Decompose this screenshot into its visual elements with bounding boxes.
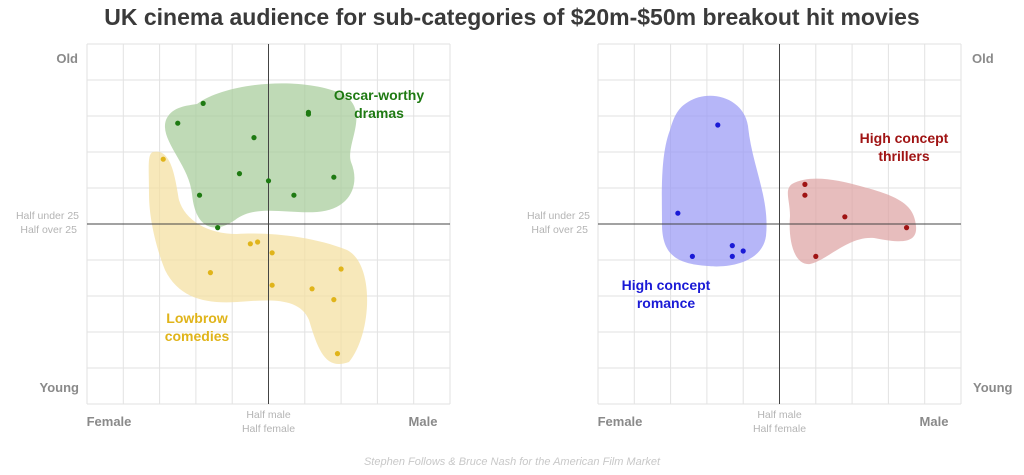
data-point xyxy=(802,181,808,187)
data-point xyxy=(309,286,315,292)
x-axis-mid-label-bottom: Half female xyxy=(753,423,806,435)
data-point xyxy=(903,225,910,231)
y-axis-mid-label-top: Half under 25 xyxy=(527,210,590,222)
x-axis-mid-label-top: Half male xyxy=(757,409,802,421)
data-point xyxy=(215,225,221,231)
cluster-blob-lowbrow xyxy=(148,151,368,365)
data-point xyxy=(269,282,275,288)
x-axis-label-right: Male xyxy=(920,414,949,429)
cluster-label-thriller: High concept thrillers xyxy=(860,130,949,164)
cluster-label-romance: High concept romance xyxy=(622,277,711,311)
data-point xyxy=(265,178,272,184)
y-axis-label-top: Old xyxy=(972,51,994,66)
chart-panel-2: High concept romance High concept thrillers… xyxy=(527,43,1013,435)
y-axis-label-bottom: Young xyxy=(40,380,80,395)
data-point xyxy=(331,174,337,180)
data-point xyxy=(334,351,341,357)
x-axis-label-left: Female xyxy=(87,414,132,429)
data-point xyxy=(200,100,206,106)
data-point xyxy=(729,243,735,249)
data-point xyxy=(802,192,808,198)
data-point xyxy=(338,266,344,272)
data-point xyxy=(251,135,257,141)
data-point xyxy=(175,120,181,126)
cluster-blob-oscar xyxy=(164,83,357,228)
data-point xyxy=(305,109,312,115)
data-point xyxy=(207,270,214,276)
y-axis-mid-label-bottom: Half over 25 xyxy=(20,224,77,236)
cluster-blob-thriller xyxy=(787,178,917,265)
y-axis-mid-label-top: Half under 25 xyxy=(16,210,79,222)
cluster-blob-romance xyxy=(661,95,767,267)
x-axis-label-left: Female xyxy=(598,414,643,429)
cluster-label-oscar: Oscar-worthy dramas xyxy=(334,87,424,121)
data-point xyxy=(269,250,275,256)
data-point xyxy=(236,171,243,177)
data-point xyxy=(160,156,166,162)
data-point xyxy=(740,248,746,254)
data-point xyxy=(689,253,695,259)
data-point xyxy=(291,192,297,198)
cluster-label-lowbrow: Lowbrow comedies xyxy=(165,310,230,344)
x-axis-mid-label-top: Half male xyxy=(246,409,291,421)
data-point xyxy=(842,214,848,220)
chart-title: UK cinema audience for sub-categories of… xyxy=(104,4,920,30)
data-point xyxy=(255,239,261,245)
y-axis-mid-label-bottom: Half over 25 xyxy=(531,224,588,236)
data-point xyxy=(247,241,253,247)
x-axis-label-right: Male xyxy=(409,414,438,429)
y-axis-label-top: Old xyxy=(56,51,78,66)
chart-panel-1: Oscar-worthy dramas Lowbrow comedies Old Youn… xyxy=(16,43,451,435)
data-point xyxy=(675,210,681,216)
data-point xyxy=(715,122,721,128)
series-high-concept-romance xyxy=(675,122,746,259)
footer-credit: Stephen Follows & Bruce Nash for the Ame… xyxy=(363,456,661,468)
series-lowbrow-comedies xyxy=(160,156,344,357)
series-oscar-worthy-dramas xyxy=(175,100,337,231)
data-point xyxy=(331,297,337,303)
x-axis-mid-label-bottom: Half female xyxy=(242,423,295,435)
data-point xyxy=(729,253,735,259)
data-point xyxy=(813,253,819,259)
data-point xyxy=(196,192,203,198)
y-axis-label-bottom: Young xyxy=(973,380,1013,395)
series-high-concept-thrillers xyxy=(802,181,910,259)
